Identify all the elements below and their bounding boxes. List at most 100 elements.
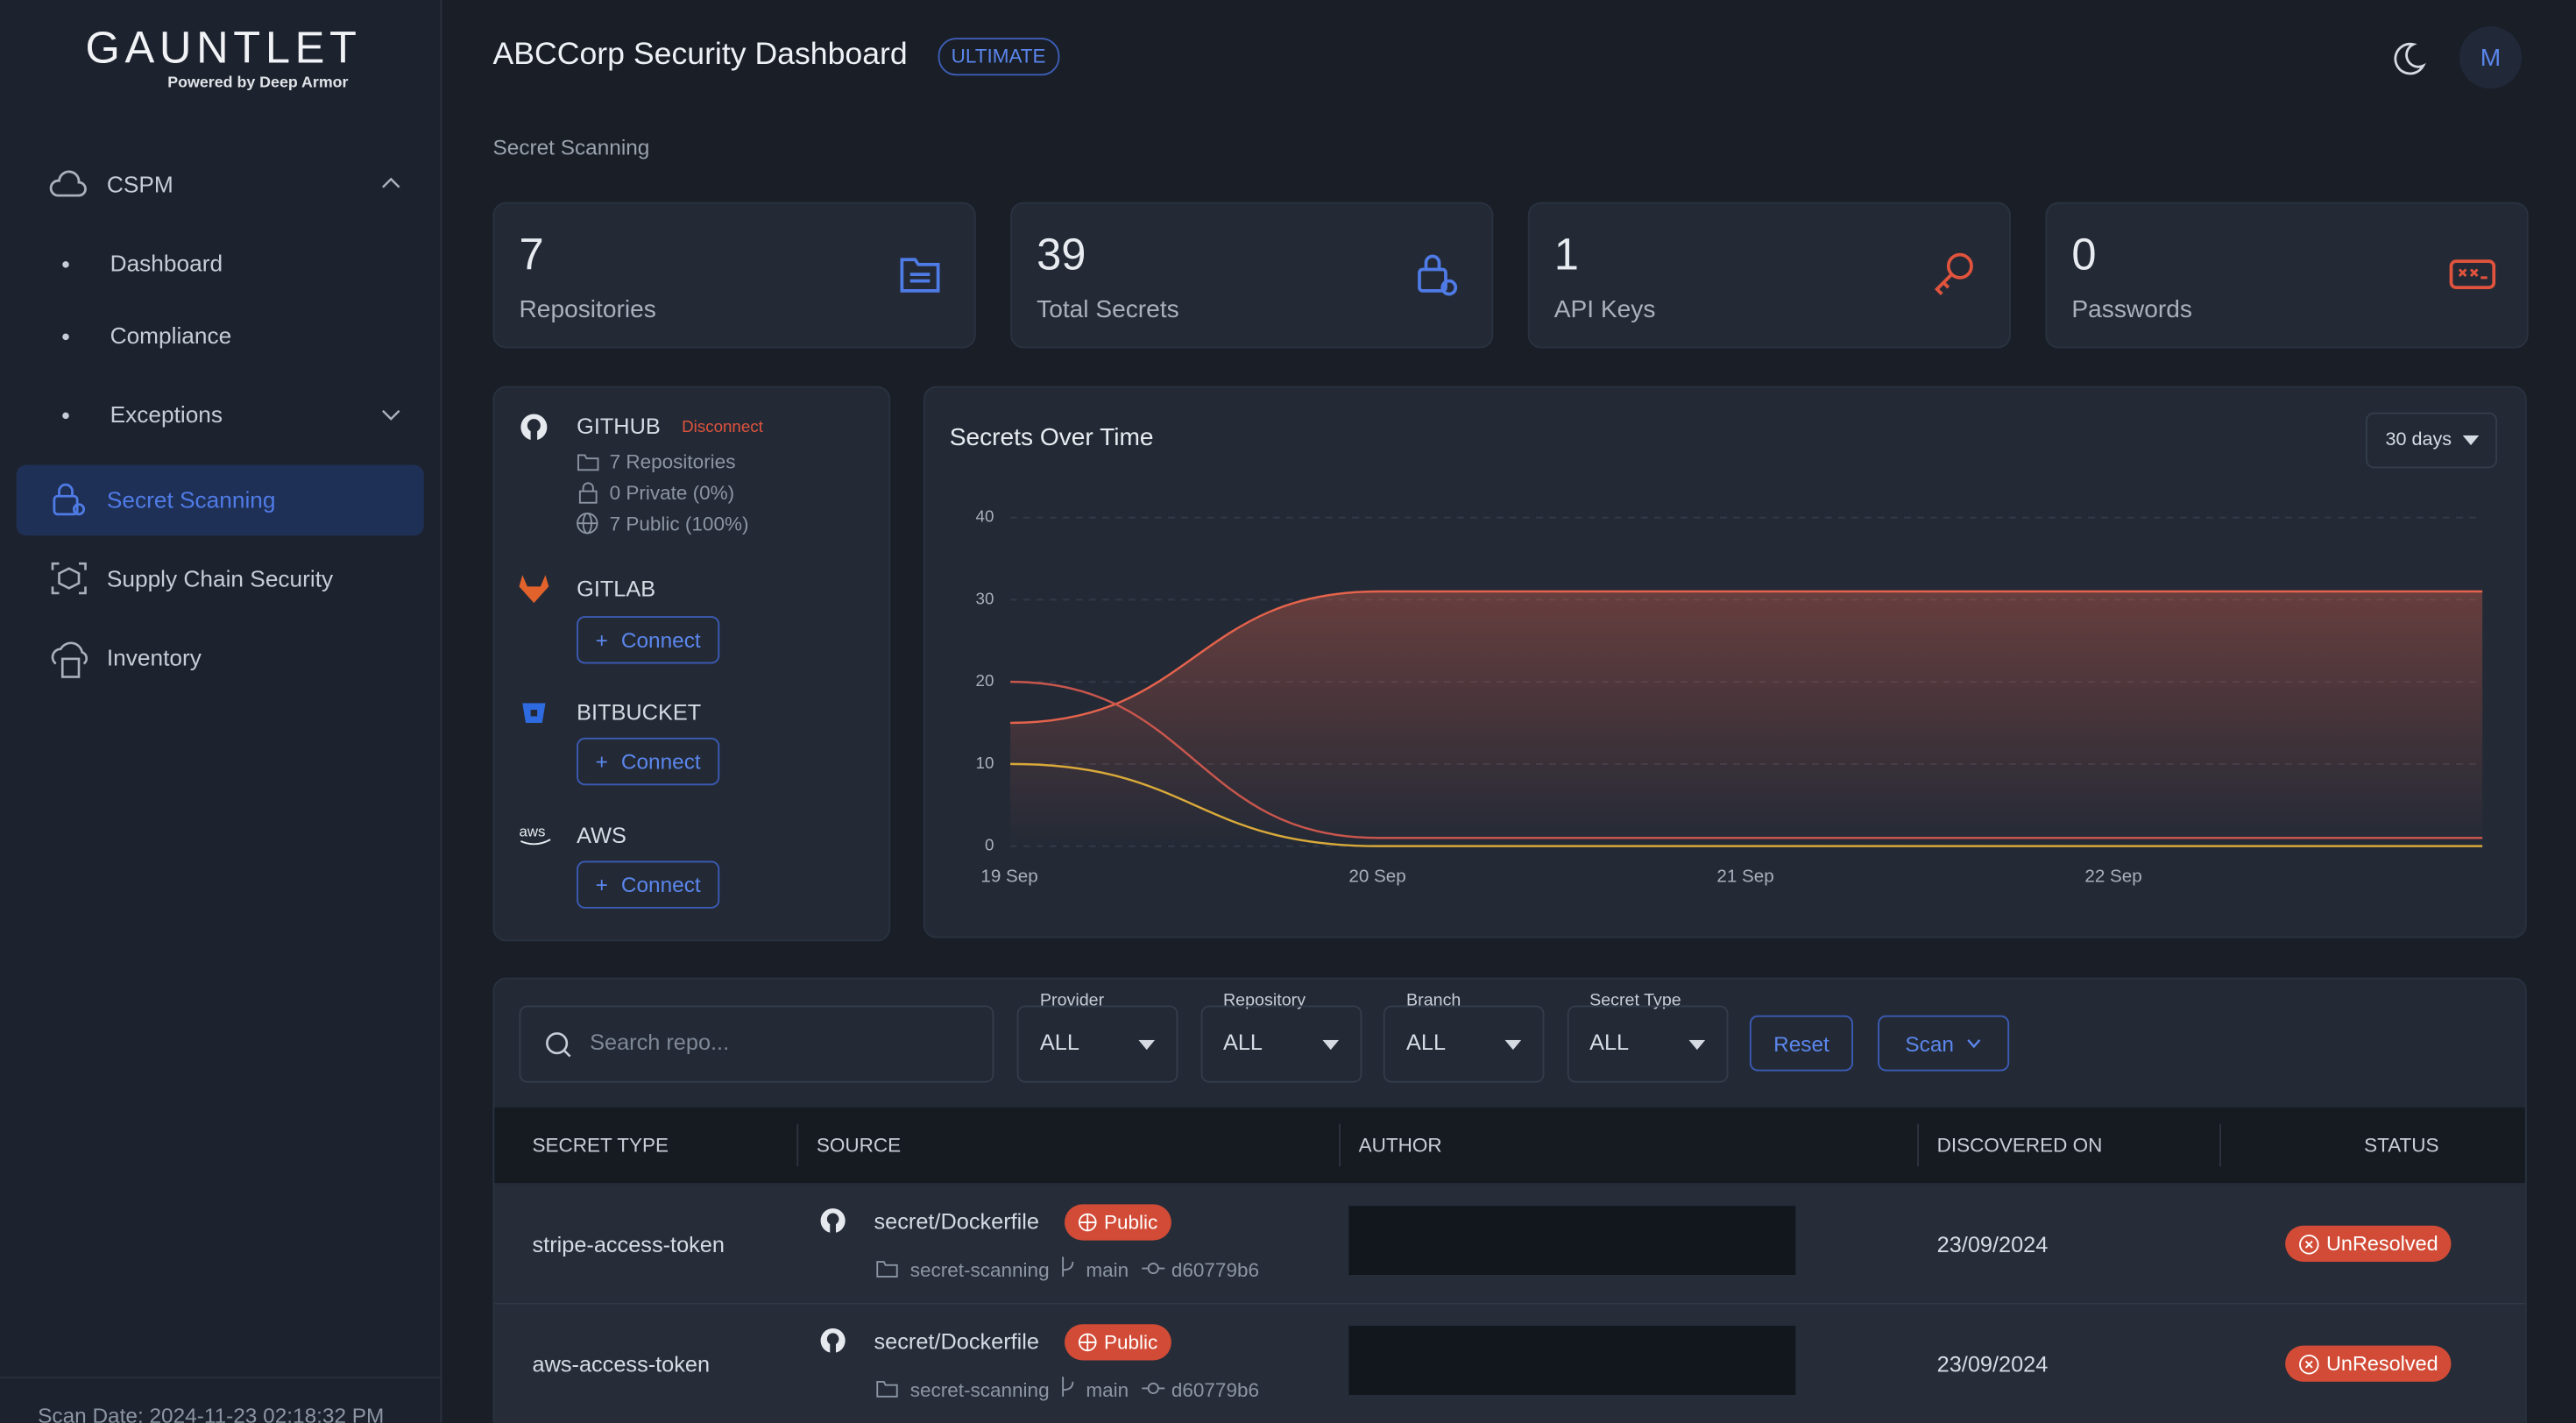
- page-title: ABCCorp Security Dashboard: [492, 38, 908, 73]
- search-input[interactable]: Search repo...: [519, 1005, 994, 1083]
- filter-select[interactable]: ALL: [1566, 1005, 1728, 1083]
- stat-icon: [2449, 259, 2496, 289]
- provider-name: AWS: [577, 823, 626, 848]
- x-tick-label: 20 Sep: [1348, 867, 1405, 887]
- icon-part: [900, 258, 940, 293]
- bitbucket-icon: [522, 703, 546, 723]
- theme-toggle[interactable]: [2388, 39, 2428, 79]
- status-label: UnResolved: [2326, 1352, 2438, 1376]
- nav-dashboard[interactable]: Dashboard: [110, 250, 223, 276]
- plan-badge: ULTIMATE: [938, 38, 1059, 76]
- disconnect-link[interactable]: Disconnect: [682, 419, 763, 437]
- nav-exceptions[interactable]: Exceptions: [110, 400, 223, 428]
- button-label: Connect: [620, 872, 701, 897]
- column-header: AUTHOR: [1358, 1133, 1442, 1157]
- logo-sub: Powered by Deep Armor: [167, 74, 349, 92]
- nav-supply-chain[interactable]: Supply Chain Security: [106, 565, 334, 591]
- icon-part: [1062, 1377, 1074, 1397]
- caret-shape: [1688, 1039, 1705, 1051]
- chevron: [1967, 1039, 1981, 1049]
- connect-button[interactable]: + Connect: [577, 860, 720, 909]
- status-badge: UnResolved: [2285, 1225, 2452, 1262]
- folder-icon: [876, 1261, 898, 1278]
- divider: [0, 1377, 441, 1379]
- provider-name: GITLAB: [577, 577, 656, 602]
- icon-part: [2458, 268, 2488, 280]
- branch-icon: [1062, 1257, 1074, 1277]
- filter-select[interactable]: ALL: [1016, 1005, 1178, 1083]
- filter-select[interactable]: ALL: [1200, 1005, 1362, 1083]
- period-select[interactable]: 30 days: [2366, 412, 2497, 469]
- y-tick-label: 0: [985, 836, 994, 854]
- column-header: STATUS: [2364, 1133, 2439, 1157]
- line: [1010, 762, 2483, 847]
- y-tick-label: 10: [976, 754, 994, 772]
- stat-icon: [1934, 252, 1973, 295]
- github-icon: [820, 1208, 846, 1235]
- scan-button[interactable]: Scan: [1878, 1015, 2010, 1072]
- repo-name: secret-scanning: [909, 1258, 1050, 1282]
- table-header: [494, 1107, 2525, 1183]
- bullet: [62, 412, 69, 420]
- chart: Secrets Over Time 0 10 20 30 40 19 Sep 20 Sep 2…: [950, 423, 2483, 887]
- scan-date: Scan Date: 2024-11-23 02:18:32 PM: [38, 1403, 385, 1423]
- icon-part: [1946, 252, 1973, 280]
- avatar[interactable]: M: [2459, 26, 2523, 89]
- icon-part: [2299, 1234, 2319, 1254]
- globe-icon: [1078, 1333, 1097, 1352]
- stat-card: 39 Total Secrets: [1010, 202, 1494, 349]
- area: [1010, 591, 2483, 846]
- branch-icon: [1062, 1377, 1074, 1397]
- provider-detail: 7 Repositories: [609, 450, 736, 473]
- secret-type: stripe-access-token: [532, 1232, 725, 1257]
- secret-type: aws-access-token: [532, 1352, 711, 1377]
- stat-label: API Keys: [1553, 295, 1656, 324]
- y-tick-label: 40: [976, 507, 994, 526]
- nav-active-bg: [16, 464, 424, 536]
- badge-label: Public: [1104, 1210, 1158, 1235]
- column-divider: [1917, 1123, 1919, 1167]
- icon-part: [1079, 1214, 1096, 1231]
- stat-value: 0: [2071, 230, 2097, 280]
- stat-label: Repositories: [519, 295, 656, 324]
- reset-button[interactable]: Reset: [1749, 1015, 1853, 1072]
- github-icon: [520, 414, 548, 441]
- icon-part: [1934, 273, 1953, 295]
- caret: [1321, 1039, 1339, 1051]
- nav-cspm[interactable]: CSPM: [106, 171, 173, 197]
- provider-name: GITHUB: [577, 414, 661, 439]
- icon-part: [1147, 1382, 1159, 1394]
- lock-small-icon: [578, 482, 598, 504]
- bullet: [62, 333, 69, 341]
- column-header: SECRET TYPE: [532, 1133, 669, 1157]
- icon-part: [876, 1261, 898, 1278]
- nav-inventory[interactable]: Inventory: [106, 644, 202, 670]
- commit-icon: [1142, 1382, 1165, 1394]
- inventory-icon: [51, 641, 88, 678]
- icon-part: [909, 273, 931, 283]
- icon-part: [1062, 1257, 1074, 1277]
- connect-button[interactable]: + Connect: [577, 616, 720, 664]
- supply-icon: [51, 562, 87, 595]
- filter-value: ALL: [1589, 1030, 1630, 1055]
- branch-name: main: [1086, 1378, 1129, 1402]
- chevron-down: [382, 409, 400, 421]
- cloud-icon: [49, 170, 87, 197]
- connect-button[interactable]: + Connect: [577, 737, 720, 786]
- providers-card: GITHUB Disconnect 7 Repositories 0 Priva…: [492, 386, 891, 942]
- filter-value: ALL: [1039, 1030, 1079, 1055]
- search-icon: [546, 1032, 571, 1058]
- folder-icon: [876, 1380, 898, 1398]
- lock-icon: [53, 483, 86, 516]
- filter-select[interactable]: ALL: [1383, 1005, 1545, 1083]
- icon-part: [1424, 254, 1441, 270]
- nav-secret-scanning[interactable]: Secret Scanning: [106, 486, 276, 513]
- provider-detail: 0 Private (0%): [609, 481, 735, 505]
- icon-part: [2304, 1239, 2313, 1248]
- x-tick-label: 22 Sep: [2084, 867, 2141, 887]
- nav-compliance[interactable]: Compliance: [110, 322, 232, 349]
- chart-title: Secrets Over Time: [950, 423, 1154, 450]
- commit-hash: d60779b6: [1171, 1378, 1259, 1402]
